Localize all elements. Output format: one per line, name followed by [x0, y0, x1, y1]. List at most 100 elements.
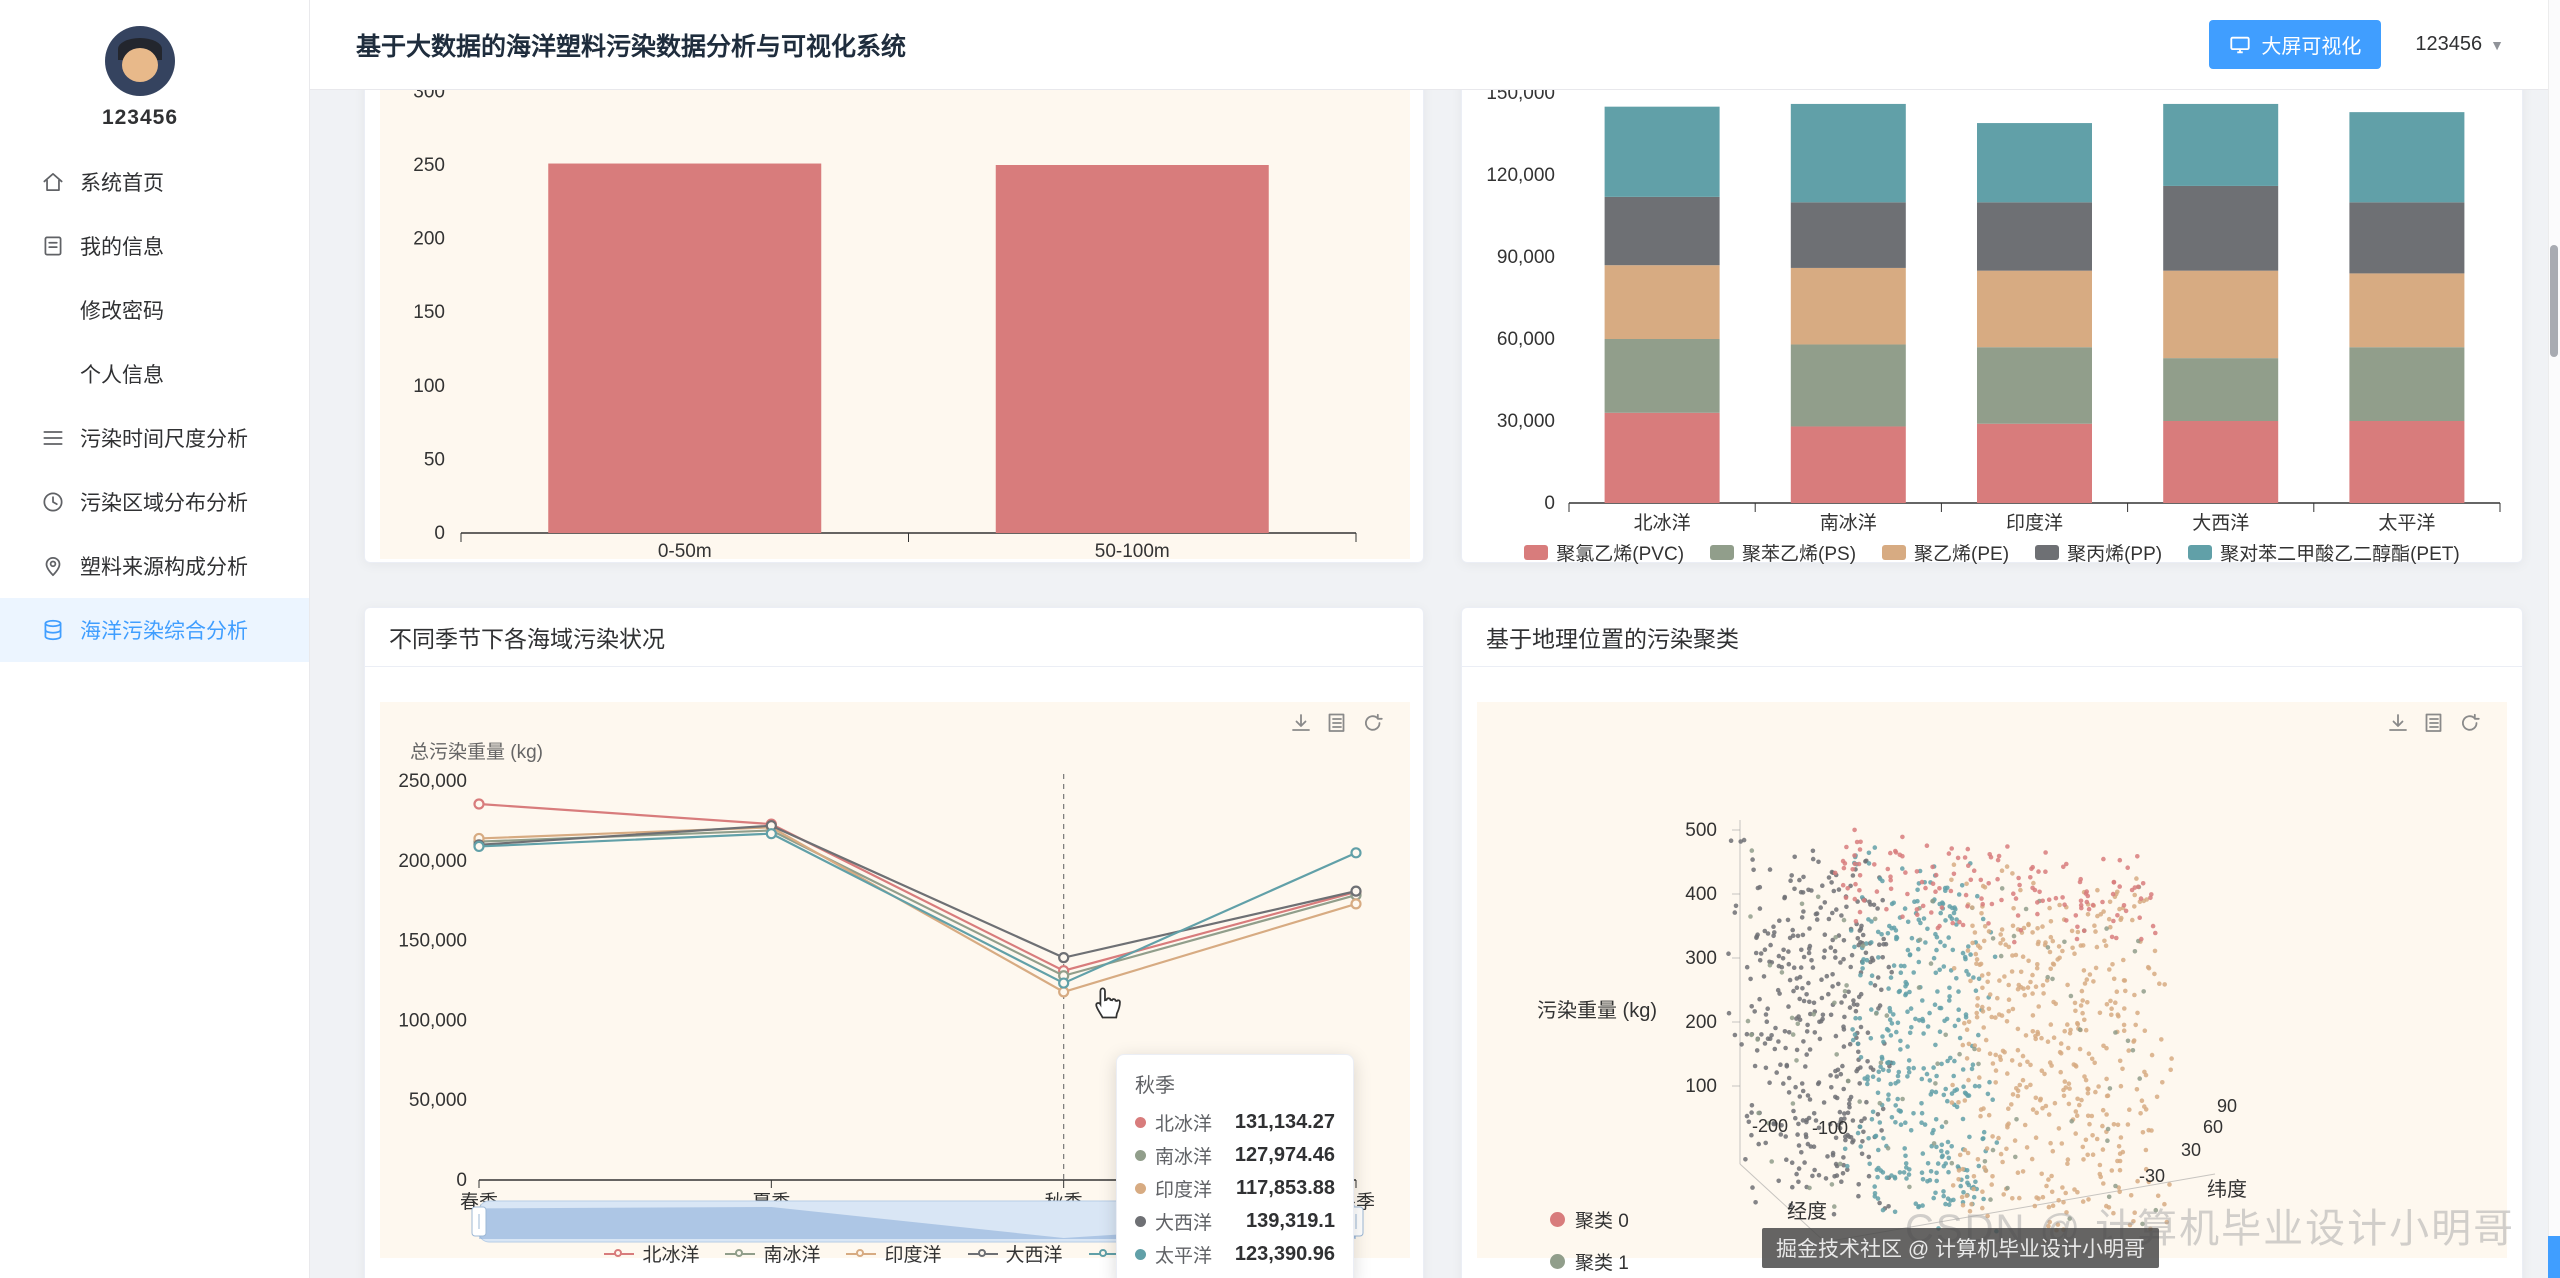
- user-dropdown[interactable]: 123456 ▼: [2415, 33, 2504, 56]
- sidebar-item-7[interactable]: 海洋污染综合分析: [0, 598, 309, 662]
- header-username: 123456: [2415, 33, 2483, 55]
- svg-text:60: 60: [2203, 1117, 2223, 1137]
- sidebar-item-label: 修改密码: [80, 300, 164, 323]
- monitor-icon: [2229, 34, 2251, 56]
- sidebar: 123456 系统首页我的信息修改密码个人信息污染时间尺度分析 污染区域分布分析塑…: [0, 0, 310, 1278]
- legend-item[interactable]: 北冰洋: [604, 1240, 699, 1267]
- card-geo-cluster: 基于地理位置的污染聚类 500 400 300 200 100 污染重量 (kg) -100…: [1461, 607, 2523, 1278]
- sidebar-item-label: 我的信息: [80, 236, 164, 259]
- legend-swatch: [1710, 545, 1735, 560]
- sidebar-item-4[interactable]: 污染时间尺度分析: [0, 406, 309, 470]
- geo-cluster-chart[interactable]: 500 400 300 200 100 污染重量 (kg) -100 -200 经度 90 60 30…: [1477, 702, 2507, 1258]
- lines-icon: [40, 425, 66, 451]
- sidebar-item-2[interactable]: 修改密码: [0, 278, 309, 342]
- card-depth-bar: 0 50 100 150 200 250 300 0-50m 50-100m: [364, 90, 1424, 563]
- card-season-line: 不同季节下各海域污染状况 总污染重量 (kg) 0 50,000 100,000 150…: [364, 607, 1424, 1278]
- svg-text:北冰洋: 北冰洋: [1634, 512, 1691, 534]
- svg-text:200,000: 200,000: [398, 851, 467, 872]
- svg-text:300: 300: [1685, 948, 1717, 969]
- svg-text:纬度: 纬度: [2207, 1178, 2247, 1201]
- tooltip-row: 太平洋 123,390.96: [1135, 1238, 1335, 1271]
- sidebar-item-1[interactable]: 我的信息: [0, 214, 309, 278]
- main-content: 0 50 100 150 200 250 300 0-50m 50-100m 0 30,000 60…: [310, 90, 2560, 1278]
- svg-text:印度洋: 印度洋: [2006, 512, 2063, 534]
- legend-swatch: [2035, 545, 2060, 560]
- svg-text:120,000: 120,000: [1486, 165, 1555, 186]
- svg-text:150,000: 150,000: [1486, 90, 1555, 104]
- svg-text:100: 100: [413, 376, 445, 397]
- legend-line-marker: [725, 1247, 756, 1261]
- polymer-stacked-chart[interactable]: 0 30,000 60,000 90,000 120,000 150,000 北冰洋 南冰洋 印…: [1477, 90, 2507, 559]
- pin-icon: [40, 553, 66, 579]
- bottom-right-accent: [2548, 1236, 2560, 1278]
- legend-item[interactable]: 印度洋: [846, 1240, 942, 1267]
- legend-swatch: [1524, 545, 1549, 560]
- header: 基于大数据的海洋塑料污染数据分析与可视化系统 大屏可视化 123456 ▼: [310, 0, 2560, 90]
- svg-text:-100: -100: [1812, 1118, 1848, 1138]
- scrollbar-track[interactable]: [2548, 0, 2560, 1278]
- legend-item[interactable]: 聚氯乙烯(PVC): [1524, 539, 1684, 566]
- svg-text:30: 30: [2181, 1140, 2201, 1160]
- tooltip-title: 秋季: [1135, 1075, 1175, 1097]
- sidebar-item-0[interactable]: 系统首页: [0, 150, 309, 214]
- sidebar-item-label: 污染区域分布分析: [80, 492, 248, 515]
- svg-text:90,000: 90,000: [1497, 247, 1555, 268]
- sidebar-item-5[interactable]: 污染区域分布分析: [0, 470, 309, 534]
- svg-text:30,000: 30,000: [1497, 411, 1555, 432]
- chevron-down-icon: ▼: [2490, 36, 2504, 53]
- legend-line-marker: [604, 1247, 635, 1261]
- svg-text:污染重量 (kg): 污染重量 (kg): [1537, 999, 1657, 1022]
- sidebar-item-6[interactable]: 塑料来源构成分析: [0, 534, 309, 598]
- legend-item[interactable]: 聚类 1: [1550, 1248, 1629, 1275]
- polymer-legend: 聚氯乙烯(PVC) 聚苯乙烯(PS) 聚乙烯(PE) 聚丙烯(PP) 聚对苯二甲酸乙二醇…: [1462, 539, 2522, 566]
- scrollbar-thumb[interactable]: [2550, 245, 2558, 357]
- cluster-legend: 聚类 0聚类 1聚类 2聚类 3聚类 4: [1550, 1206, 1629, 1278]
- legend-item[interactable]: 聚乙烯(PE): [1882, 539, 2009, 566]
- svg-text:-200: -200: [1752, 1116, 1788, 1136]
- legend-item[interactable]: 聚苯乙烯(PS): [1710, 539, 1856, 566]
- svg-text:大西洋: 大西洋: [2192, 512, 2249, 534]
- svg-text:250,000: 250,000: [398, 771, 467, 792]
- svg-text:总污染重量 (kg): 总污染重量 (kg): [410, 741, 543, 763]
- svg-text:400: 400: [1685, 884, 1717, 905]
- home-icon: [40, 169, 66, 195]
- refresh-icon[interactable]: [1365, 713, 1383, 731]
- legend-item[interactable]: 大西洋: [967, 1240, 1063, 1267]
- svg-text:0-50m: 0-50m: [658, 541, 712, 559]
- svg-text:太平洋: 太平洋: [2378, 512, 2435, 534]
- form-icon: [40, 233, 66, 259]
- svg-text:0: 0: [456, 1170, 467, 1191]
- svg-text:0: 0: [434, 523, 445, 544]
- legend-item[interactable]: 聚丙烯(PP): [2035, 539, 2162, 566]
- svg-text:100: 100: [1685, 1076, 1717, 1097]
- legend-item[interactable]: 聚对苯二甲酸乙二醇酯(PET): [2188, 539, 2460, 566]
- avatar[interactable]: [105, 26, 175, 96]
- legend-line-marker: [1088, 1247, 1119, 1261]
- svg-text:500: 500: [1685, 820, 1717, 841]
- legend-item[interactable]: 聚类 0: [1550, 1206, 1629, 1233]
- svg-text:90: 90: [2217, 1096, 2237, 1116]
- svg-text:150,000: 150,000: [398, 931, 467, 952]
- download-icon[interactable]: [2389, 714, 2407, 731]
- data-view-icon[interactable]: [1328, 713, 1345, 732]
- refresh-icon[interactable]: [2462, 713, 2480, 731]
- depth-bar-chart[interactable]: 0 50 100 150 200 250 300 0-50m 50-100m: [380, 90, 1410, 562]
- download-icon[interactable]: [1292, 714, 1310, 731]
- sidebar-item-label: 系统首页: [80, 172, 164, 195]
- svg-text:60,000: 60,000: [1497, 329, 1555, 350]
- clock-icon: [40, 489, 66, 515]
- user-profile: 123456: [84, 26, 196, 130]
- db-icon: [40, 617, 66, 643]
- legend-item[interactable]: 南冰洋: [725, 1240, 820, 1267]
- card-title-cluster: 基于地理位置的污染聚类: [1462, 608, 2522, 667]
- sidebar-item-label: 污染时间尺度分析: [80, 428, 248, 451]
- data-view-icon[interactable]: [2425, 713, 2442, 732]
- svg-text:50,000: 50,000: [409, 1090, 467, 1111]
- sidebar-item-3[interactable]: 个人信息: [0, 342, 309, 406]
- legend-swatch: [2188, 545, 2213, 560]
- juejin-watermark: 掘金技术社区 @ 计算机毕业设计小明哥: [1762, 1228, 2159, 1268]
- tooltip-row: 北冰洋 131,134.27: [1135, 1106, 1335, 1139]
- svg-text:0: 0: [1544, 493, 1555, 514]
- chart-tooltip: 秋季 北冰洋 131,134.27 南冰洋 127,974.46 印度洋 117,853.…: [1116, 1054, 1354, 1278]
- bigscreen-button[interactable]: 大屏可视化: [2209, 20, 2382, 69]
